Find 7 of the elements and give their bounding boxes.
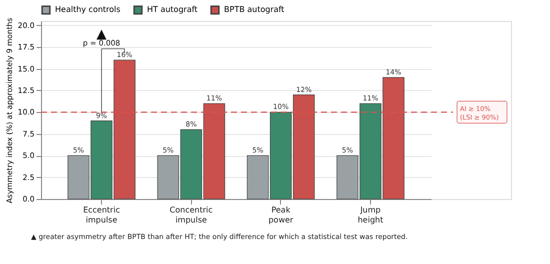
x-tick-label: Peak power [268, 206, 294, 224]
x-tick-label: Jump height [358, 206, 384, 224]
legend-label: BPTB autograft [224, 5, 284, 14]
legend-label: Healthy controls [55, 5, 120, 14]
legend-label: HT autograft [147, 5, 198, 14]
x-tick-label: Concentric impulse [170, 206, 213, 224]
x-tick-label: Eccentric impulse [83, 206, 120, 224]
